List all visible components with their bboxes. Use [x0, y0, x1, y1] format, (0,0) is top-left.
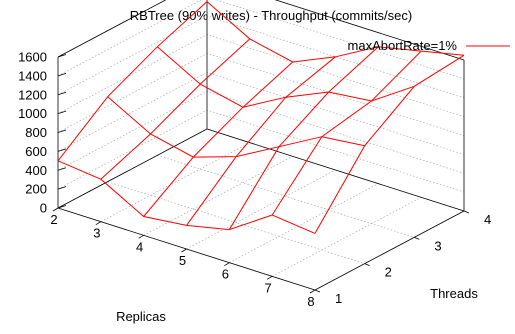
y-tick-mark: [463, 210, 470, 214]
base-grid-line: [186, 169, 336, 250]
z-tick-mark: [57, 167, 67, 171]
z-tick-mark: [57, 72, 67, 77]
z-tick-mark: [57, 110, 67, 115]
x-tick-mark: [224, 262, 230, 267]
x-tick-mark: [95, 221, 102, 226]
y-tick-mark: [314, 289, 321, 293]
y-tick-label: 3: [434, 238, 441, 253]
x-tick-label: 2: [50, 212, 57, 227]
x-tick-label: 5: [179, 253, 186, 268]
x-axis-label: Replicas: [116, 309, 166, 324]
y-tick-label: 2: [385, 265, 392, 280]
surface-line-replicas: [314, 54, 465, 234]
z-tick-mark: [57, 148, 67, 152]
x-tick-label: 6: [222, 267, 229, 282]
frame-edge: [314, 210, 465, 291]
x-tick-labels: 2 3 4 5 6 7 8: [50, 207, 316, 309]
frame-edge: [57, 0, 167, 58]
base-grid-line: [272, 197, 422, 277]
surface-line-threads: [156, 46, 415, 108]
z-tick-mark: [57, 54, 67, 58]
z-tick-label: 1200: [18, 87, 47, 102]
surface-line-replicas: [100, 38, 251, 180]
surface-line-replicas: [57, 1, 208, 162]
surface-line-replicas: [186, 56, 336, 226]
z-tick-label: 1400: [18, 68, 47, 83]
x-tick-label: 7: [265, 280, 272, 295]
z-tick-label: 400: [25, 163, 47, 178]
z-grid-line: [57, 0, 465, 80]
z-tick-label: 1000: [18, 106, 47, 121]
y-tick-mark: [364, 263, 370, 267]
surface-line-threads: [107, 96, 365, 158]
y-tick-labels: 1 2 3 4: [314, 210, 491, 306]
x-tick-mark: [309, 289, 316, 294]
x-tick-label: 8: [307, 294, 314, 309]
z-tick-label: 600: [25, 144, 47, 159]
base-grid-line: [100, 142, 250, 222]
surface-line-replicas: [228, 46, 379, 230]
chart-title: RBTree (90% writes) - Throughput (commit…: [130, 8, 412, 23]
x-tick-mark: [181, 248, 187, 253]
y-tick-label: 1: [335, 291, 342, 306]
y-tick-label: 4: [484, 212, 491, 227]
surface-line-replicas: [143, 61, 294, 217]
base-grid-line: [229, 183, 379, 263]
surface-line-threads: [57, 160, 316, 234]
x-tick-mark: [52, 207, 59, 212]
z-grid-line: [57, 128, 465, 212]
z-tick-mark: [57, 129, 67, 133]
x-tick-mark: [266, 275, 273, 280]
z-grid-line: [57, 53, 465, 136]
z-tick-labels: 0 200 400 600 800 1000 1200 1400 1600: [18, 50, 67, 216]
z-tick-label: 0: [40, 201, 47, 216]
surface-mesh: [57, 1, 465, 234]
y-axis-label: Threads: [430, 286, 478, 301]
legend-label: maxAbortRate=1%: [348, 38, 458, 53]
z-tick-label: 800: [25, 125, 47, 140]
surface-line-replicas: [271, 50, 422, 216]
z-tick-mark: [57, 205, 67, 209]
z-grid-line: [57, 90, 465, 174]
x-tick-label: 4: [136, 239, 143, 254]
base-grid-line: [143, 156, 293, 236]
surface-line-threads: [206, 1, 465, 63]
y-tick-mark: [414, 236, 420, 240]
x-tick-mark: [138, 234, 144, 239]
z-tick-label: 1600: [18, 50, 47, 65]
z-tick-label: 200: [25, 182, 47, 197]
base-grid-line: [107, 181, 365, 264]
frame-edge: [206, 128, 465, 212]
base-grid-line: [157, 155, 415, 238]
x-tick-label: 3: [93, 226, 100, 241]
frame-edge: [57, 128, 208, 209]
z-tick-mark: [57, 91, 67, 96]
frame-edge: [274, 0, 465, 61]
z-tick-mark: [57, 186, 67, 190]
z-grid-line: [57, 72, 465, 155]
legend: maxAbortRate=1%: [348, 38, 510, 53]
